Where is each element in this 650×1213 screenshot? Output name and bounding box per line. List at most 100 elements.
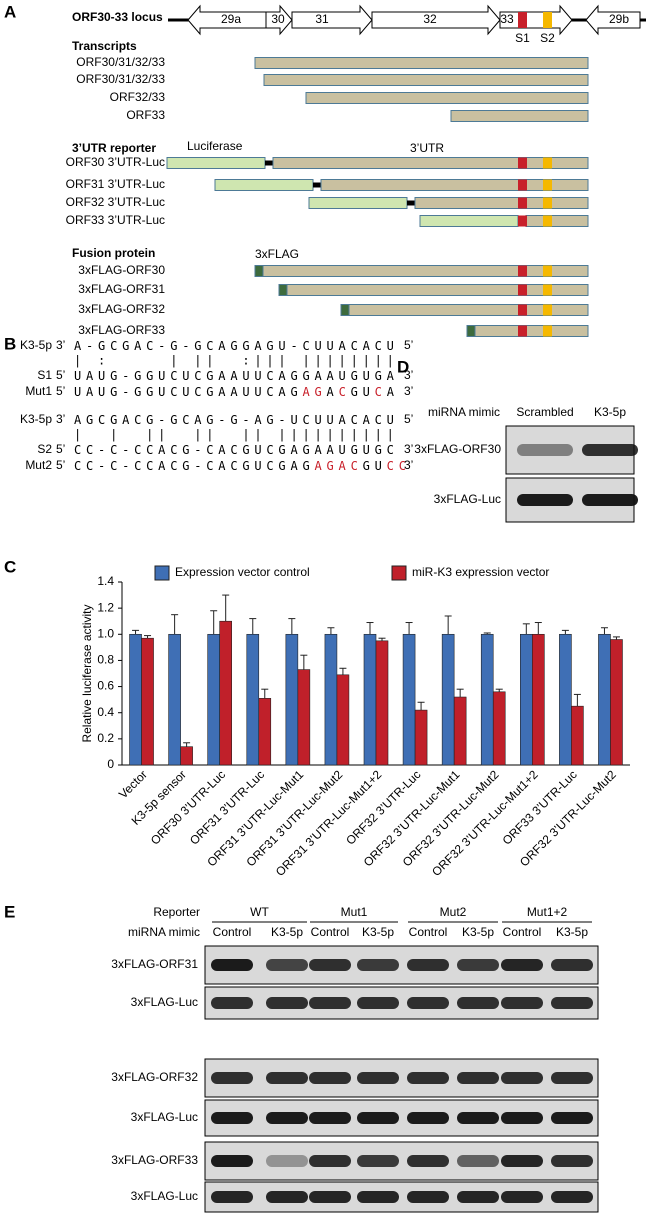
error-bar [183, 742, 191, 747]
site-label: S2 [540, 31, 555, 45]
band [266, 1155, 308, 1167]
band [211, 1191, 253, 1203]
band [501, 1155, 543, 1167]
blot-label: 3xFLAG-ORF33 [111, 1153, 198, 1167]
lane-label: K3-5p [594, 405, 626, 419]
error-bar [300, 654, 308, 670]
gene-label: 30 [271, 12, 285, 26]
utr-bar [254, 265, 589, 277]
site-block [518, 265, 527, 277]
band [501, 1191, 543, 1203]
band [407, 1112, 449, 1124]
blot-label: 3xFLAG-Luc [131, 1189, 198, 1203]
y-tick-label: 1.2 [97, 600, 114, 614]
band [357, 997, 399, 1009]
error-bar [366, 622, 374, 635]
error-bar [444, 615, 452, 635]
error-bar [144, 635, 152, 639]
band [551, 1155, 593, 1167]
seq-end: 3’ [404, 384, 413, 398]
band [501, 1112, 543, 1124]
bar [402, 633, 416, 766]
section-title: Fusion protein [72, 246, 155, 260]
site-block [543, 197, 552, 209]
band [517, 494, 573, 506]
site-block [543, 284, 552, 296]
band [211, 997, 253, 1009]
error-bar [171, 614, 179, 635]
utr-bar [414, 197, 589, 209]
utr-bar [305, 92, 589, 104]
error-bar [288, 618, 296, 635]
seq-start: 5’ [56, 442, 65, 456]
seq-segment: AGAC [315, 459, 363, 473]
band [457, 1191, 499, 1203]
gene-label: 31 [315, 12, 329, 26]
row-label: 3xFLAG-ORF30 [78, 263, 165, 277]
band [551, 959, 593, 971]
seq-segment: UAUG-GGUCUCGAAUUCAG [74, 385, 302, 399]
row-label: 3xFLAG-ORF32 [78, 302, 165, 316]
band [407, 959, 449, 971]
error-bar [561, 629, 569, 635]
utr-bar [278, 284, 589, 296]
error-bar [261, 688, 269, 699]
band [457, 959, 499, 971]
error-bar [132, 629, 140, 635]
seq-name: K3-5p [20, 412, 52, 426]
y-tick-label: 0.2 [97, 731, 114, 745]
band [407, 1155, 449, 1167]
x-tick-label: Vector [116, 767, 150, 801]
bar [363, 633, 377, 766]
gene-arrow [265, 4, 293, 36]
error-bar [522, 623, 530, 635]
band [266, 1112, 308, 1124]
band [407, 1072, 449, 1084]
blot-label: 3xFLAG-Luc [131, 1110, 198, 1124]
panel-label: D [397, 357, 409, 376]
gene-arrow [187, 4, 267, 36]
row-label: ORF33 3’UTR-Luc [66, 213, 165, 227]
error-bar [534, 622, 542, 635]
site-block [543, 265, 552, 277]
seq-segment: UAUG-GGUCUCGAAUUCAGGAAUGUGA [74, 369, 399, 383]
band [407, 997, 449, 1009]
band [407, 1191, 449, 1203]
bar [520, 633, 533, 766]
seq-name: S2 [37, 442, 52, 456]
luciferase-bar [308, 197, 408, 209]
band [457, 997, 499, 1009]
band [457, 1155, 499, 1167]
band [266, 1072, 308, 1084]
tag-label: 3xFLAG [255, 247, 299, 261]
lane-label: Control [311, 925, 350, 939]
seq-segment: CC-C-CCACG-CACGUCGAG [74, 459, 315, 473]
band [501, 997, 543, 1009]
band [309, 1191, 351, 1203]
lane-label: K3-5p [362, 925, 394, 939]
row-label: ORF30/31/32/33 [76, 72, 165, 86]
panel-label: B [4, 334, 16, 353]
seq-segment: CC-C-CCACG-CACGUCGAGAAUGUGC [74, 443, 399, 457]
error-bar [378, 637, 386, 641]
y-tick-label: 1.0 [97, 626, 114, 640]
sequence: UAUG-GGUCUCGAAUUCAGAGACGUCA [74, 385, 399, 399]
band [551, 997, 593, 1009]
band [357, 1112, 399, 1124]
error-bar [417, 701, 425, 711]
bar [285, 633, 299, 766]
lane-label: K3-5p [462, 925, 494, 939]
error-bar [483, 632, 491, 635]
site-block [518, 179, 527, 191]
gene-arrow [371, 4, 501, 36]
y-tick-label: 0.8 [97, 653, 114, 667]
seq-end: 5’ [404, 412, 413, 426]
band [551, 1191, 593, 1203]
seq-segment: A [327, 385, 339, 399]
utr-bar [320, 179, 589, 191]
error-bar [573, 693, 581, 707]
seq-name: S1 [37, 368, 52, 382]
seq-start: 5’ [56, 368, 65, 382]
blot-label: 3xFLAG-ORF30 [414, 442, 501, 456]
band [211, 1072, 253, 1084]
